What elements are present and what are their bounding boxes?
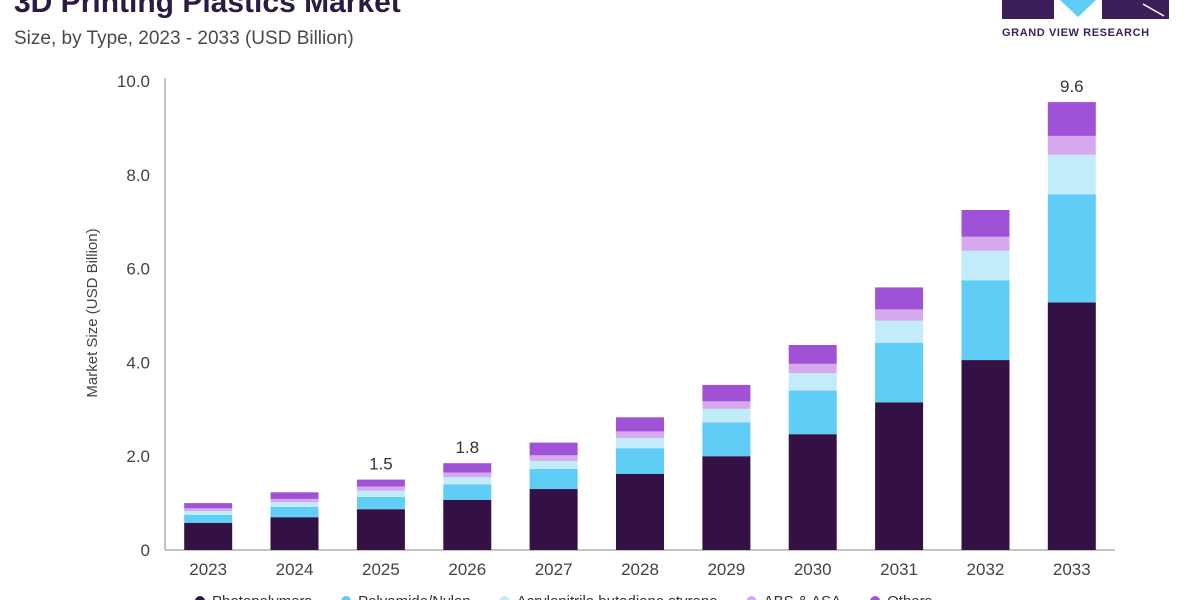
x-tick-label: 2029 xyxy=(707,560,745,579)
bar-segment xyxy=(184,503,233,509)
y-axis-title-group: Market Size (USD Billion) xyxy=(84,228,101,397)
bar-segment xyxy=(702,456,751,550)
legend-marker xyxy=(341,596,351,600)
x-tick-label: 2026 xyxy=(448,560,486,579)
bar-segment xyxy=(1047,194,1096,303)
bar-segment xyxy=(788,390,837,435)
bar-segment xyxy=(529,468,578,490)
bar-segment xyxy=(184,514,233,523)
legend-label: Photopolymers xyxy=(212,593,312,600)
bar-segment xyxy=(961,250,1010,281)
bar-segment xyxy=(788,434,837,550)
y-axis-title: Market Size (USD Billion) xyxy=(84,228,101,397)
bar-segment xyxy=(616,417,664,432)
chart-title: 3D Printing Plastics Market xyxy=(14,0,401,19)
bar-segment xyxy=(443,477,492,485)
y-tick-label: 0 xyxy=(141,541,150,560)
legend-label: Acrylonitrile butadiene styrene xyxy=(517,593,718,600)
y-ticks: 0 2.0 4.0 6.0 8.0 10.0 xyxy=(117,72,150,560)
bars xyxy=(184,102,1096,550)
bar-segment xyxy=(788,373,837,391)
bar-segment xyxy=(961,210,1010,237)
data-label: 9.6 xyxy=(1060,77,1084,96)
bar-segment xyxy=(270,502,319,507)
x-tick-label: 2023 xyxy=(189,560,227,579)
bar-segment xyxy=(184,522,233,550)
y-tick-label: 6.0 xyxy=(126,260,150,279)
legend: Photopolymers Polyamide/Nylon Acrylonitril… xyxy=(195,593,932,600)
bar-segment xyxy=(1047,154,1096,195)
bar-segment xyxy=(356,486,405,491)
data-label: 1.8 xyxy=(455,438,479,457)
y-tick-label: 2.0 xyxy=(126,447,150,466)
bar-segment xyxy=(875,320,924,343)
bar-segment xyxy=(702,408,751,423)
x-tick-label: 2027 xyxy=(535,560,573,579)
legend-marker xyxy=(746,596,757,600)
bar-segment xyxy=(270,506,319,518)
x-tick-label: 2025 xyxy=(362,560,400,579)
bar-segment xyxy=(1047,135,1096,155)
bar-segment xyxy=(443,484,492,500)
bar-segment xyxy=(961,236,1010,251)
legend-marker xyxy=(499,596,510,600)
bar-segment xyxy=(443,472,492,478)
brand-name: GRAND VIEW RESEARCH xyxy=(1002,27,1150,39)
bar-segment xyxy=(356,490,405,497)
bar-segment xyxy=(356,497,405,510)
legend-label: Others xyxy=(887,593,932,600)
x-tick-label: 2030 xyxy=(794,560,832,579)
bar-segment xyxy=(961,360,1010,550)
bar-segment xyxy=(616,474,664,550)
bar-segment xyxy=(529,460,578,469)
x-tick-label: 2024 xyxy=(276,560,314,579)
data-labels: 1.5 1.8 9.6 xyxy=(369,77,1084,474)
chart-subtitle: Size, by Type, 2023 - 2033 (USD Billion) xyxy=(14,28,354,49)
bar-segment xyxy=(356,479,405,487)
x-tick-label: 2032 xyxy=(967,560,1005,579)
bar-segment xyxy=(529,442,578,456)
bar-segment xyxy=(702,422,751,457)
bar-segment xyxy=(184,511,233,515)
bar-segment xyxy=(788,345,837,364)
legend-marker xyxy=(870,596,881,600)
bar-segment xyxy=(184,508,233,512)
bar-segment xyxy=(1047,302,1096,550)
bar-segment xyxy=(788,363,837,374)
bar-segment xyxy=(616,431,664,438)
x-tick-label: 2033 xyxy=(1053,560,1091,579)
bar-segment xyxy=(270,517,319,550)
legend-label: Polyamide/Nylon xyxy=(358,593,471,600)
bar-segment xyxy=(616,437,664,449)
data-label: 1.5 xyxy=(369,455,393,474)
bar-segment xyxy=(1047,102,1096,136)
grand-view-research-logo-icon xyxy=(1002,0,1169,19)
bar-segment xyxy=(875,342,924,403)
bar-segment xyxy=(875,287,924,310)
bar-segment xyxy=(529,455,578,461)
bar-segment xyxy=(270,498,319,503)
bar-segment xyxy=(961,280,1010,360)
bar-segment xyxy=(616,448,664,474)
y-tick-label: 4.0 xyxy=(126,353,150,372)
bar-segment xyxy=(702,384,751,402)
x-tick-label: 2028 xyxy=(621,560,659,579)
legend-marker xyxy=(195,596,205,600)
bar-segment xyxy=(356,509,405,550)
y-tick-label: 10.0 xyxy=(117,72,150,91)
bar-segment xyxy=(875,309,924,321)
x-ticks: 2023 2024 2025 2026 2027 2028 2029 2030 2031 2032… xyxy=(189,560,1090,579)
bar-segment xyxy=(270,492,319,499)
legend-label: ABS & ASA xyxy=(764,593,842,600)
bar-segment xyxy=(702,401,751,409)
y-tick-label: 8.0 xyxy=(126,166,150,185)
x-tick-label: 2031 xyxy=(880,560,918,579)
bar-segment xyxy=(443,463,492,473)
bar-segment xyxy=(529,489,578,550)
bar-segment xyxy=(443,499,492,550)
bar-segment xyxy=(875,402,924,550)
